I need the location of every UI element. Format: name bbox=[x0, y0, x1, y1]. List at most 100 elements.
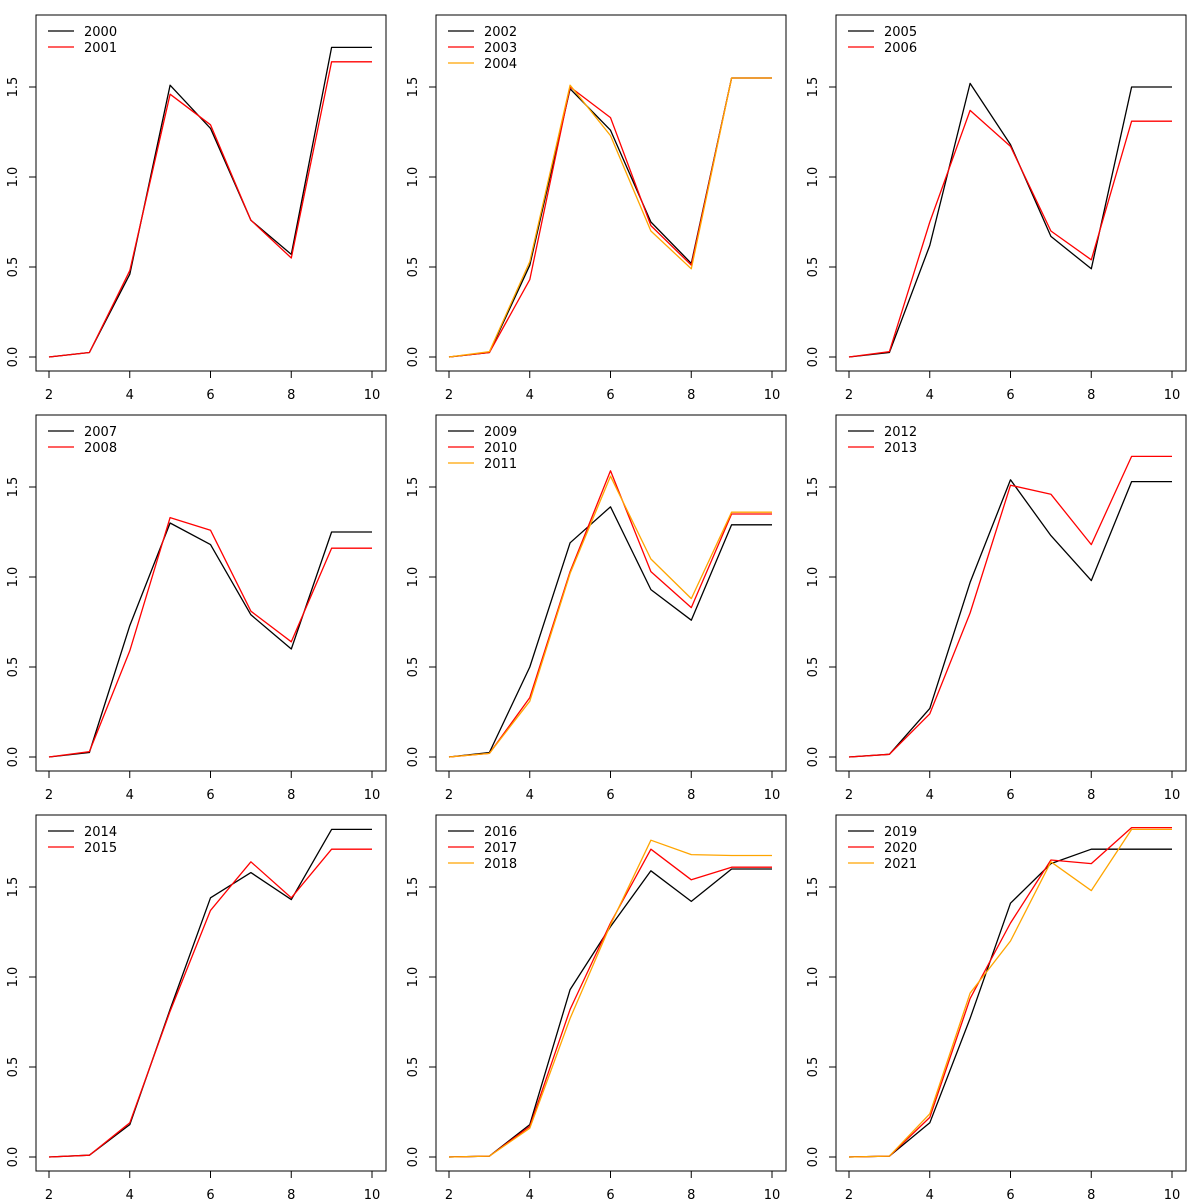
series-line-2019 bbox=[848, 848, 1172, 1158]
y-tick-label: 1.0 bbox=[806, 167, 821, 188]
x-tick-label: 4 bbox=[126, 1188, 134, 1200]
series-line-2007 bbox=[48, 522, 372, 758]
x-tick-label: 10 bbox=[764, 1188, 781, 1200]
y-tick-label: 0.0 bbox=[806, 747, 821, 768]
y-tick-label: 1.0 bbox=[406, 167, 421, 188]
y-tick-label: 0.5 bbox=[406, 257, 421, 278]
x-tick-label: 4 bbox=[526, 788, 534, 803]
plot-frame bbox=[35, 814, 387, 1172]
x-tick-label: 8 bbox=[687, 1188, 695, 1200]
legend-label-2007: 2007 bbox=[84, 425, 117, 440]
legend-label-2019: 2019 bbox=[884, 825, 917, 840]
legend-label-2012: 2012 bbox=[884, 425, 917, 440]
x-tick-label: 8 bbox=[1087, 1188, 1095, 1200]
legend-label-2006: 2006 bbox=[884, 41, 917, 56]
x-tick-label: 6 bbox=[606, 388, 614, 403]
y-tick-label: 0.0 bbox=[406, 347, 421, 368]
series-line-2001 bbox=[48, 61, 372, 358]
y-tick-label: 0.0 bbox=[6, 347, 21, 368]
series-line-2010 bbox=[448, 470, 772, 758]
series-line-2011 bbox=[448, 475, 772, 758]
x-tick-label: 4 bbox=[926, 788, 934, 803]
plot-frame bbox=[35, 14, 387, 372]
x-tick-label: 8 bbox=[687, 788, 695, 803]
x-tick-label: 10 bbox=[364, 1188, 381, 1200]
y-tick-label: 1.0 bbox=[806, 967, 821, 988]
x-tick-label: 4 bbox=[926, 388, 934, 403]
series-line-2003 bbox=[448, 77, 772, 358]
y-tick-label: 0.5 bbox=[806, 1057, 821, 1078]
series-line-2020 bbox=[848, 826, 1172, 1158]
x-tick-label: 6 bbox=[1006, 388, 1014, 403]
legend-label-2011: 2011 bbox=[484, 457, 517, 472]
legend-label-2002: 2002 bbox=[484, 25, 517, 40]
x-tick-label: 6 bbox=[606, 788, 614, 803]
series-line-2017 bbox=[448, 848, 772, 1158]
x-tick-label: 6 bbox=[206, 388, 214, 403]
y-tick-label: 0.5 bbox=[6, 257, 21, 278]
x-tick-label: 4 bbox=[126, 388, 134, 403]
series-line-2005 bbox=[848, 82, 1172, 358]
y-tick-label: 0.5 bbox=[406, 657, 421, 678]
legend-label-2004: 2004 bbox=[484, 57, 517, 72]
legend-label-2020: 2020 bbox=[884, 841, 917, 856]
legend-label-2000: 2000 bbox=[84, 25, 117, 40]
series-line-2006 bbox=[848, 109, 1172, 358]
x-tick-label: 6 bbox=[1006, 1188, 1014, 1200]
x-tick-label: 2 bbox=[445, 388, 453, 403]
series-line-2008 bbox=[48, 516, 372, 758]
y-tick-label: 1.5 bbox=[406, 877, 421, 898]
series-line-2016 bbox=[448, 868, 772, 1158]
y-tick-label: 1.5 bbox=[406, 77, 421, 98]
x-tick-label: 2 bbox=[45, 1188, 53, 1200]
y-tick-label: 0.0 bbox=[6, 1147, 21, 1168]
y-tick-label: 1.0 bbox=[6, 167, 21, 188]
legend-label-2010: 2010 bbox=[484, 441, 517, 456]
x-tick-label: 4 bbox=[926, 1188, 934, 1200]
y-tick-label: 0.5 bbox=[6, 1057, 21, 1078]
legend-label-2009: 2009 bbox=[484, 425, 517, 440]
series-line-2018 bbox=[448, 839, 772, 1158]
series-line-2009 bbox=[448, 506, 772, 758]
x-tick-label: 8 bbox=[1087, 388, 1095, 403]
y-tick-label: 0.0 bbox=[806, 1147, 821, 1168]
legend-label-2021: 2021 bbox=[884, 857, 917, 872]
x-tick-label: 4 bbox=[126, 788, 134, 803]
x-tick-label: 4 bbox=[526, 388, 534, 403]
legend-label-2015: 2015 bbox=[84, 841, 117, 856]
x-tick-label: 2 bbox=[845, 388, 853, 403]
x-tick-label: 8 bbox=[287, 1188, 295, 1200]
series-line-2014 bbox=[48, 828, 372, 1158]
y-tick-label: 0.0 bbox=[406, 1147, 421, 1168]
y-tick-label: 1.0 bbox=[6, 967, 21, 988]
series-line-2002 bbox=[448, 77, 772, 358]
x-tick-label: 2 bbox=[45, 388, 53, 403]
legend-label-2005: 2005 bbox=[884, 25, 917, 40]
x-tick-label: 2 bbox=[45, 788, 53, 803]
x-tick-label: 8 bbox=[687, 388, 695, 403]
x-tick-label: 6 bbox=[1006, 788, 1014, 803]
y-tick-label: 0.0 bbox=[6, 747, 21, 768]
y-tick-label: 1.5 bbox=[806, 477, 821, 498]
y-tick-label: 1.5 bbox=[406, 477, 421, 498]
plot-frame bbox=[835, 14, 1187, 372]
x-tick-label: 4 bbox=[526, 1188, 534, 1200]
x-tick-label: 2 bbox=[445, 788, 453, 803]
legend-label-2017: 2017 bbox=[484, 841, 517, 856]
y-tick-label: 1.5 bbox=[6, 77, 21, 98]
y-tick-label: 1.0 bbox=[406, 967, 421, 988]
series-line-2013 bbox=[848, 455, 1172, 758]
y-tick-label: 1.5 bbox=[806, 77, 821, 98]
plot-frame bbox=[835, 414, 1187, 772]
y-tick-label: 1.5 bbox=[6, 877, 21, 898]
x-tick-label: 6 bbox=[206, 1188, 214, 1200]
legend-label-2008: 2008 bbox=[84, 441, 117, 456]
x-tick-label: 10 bbox=[764, 388, 781, 403]
